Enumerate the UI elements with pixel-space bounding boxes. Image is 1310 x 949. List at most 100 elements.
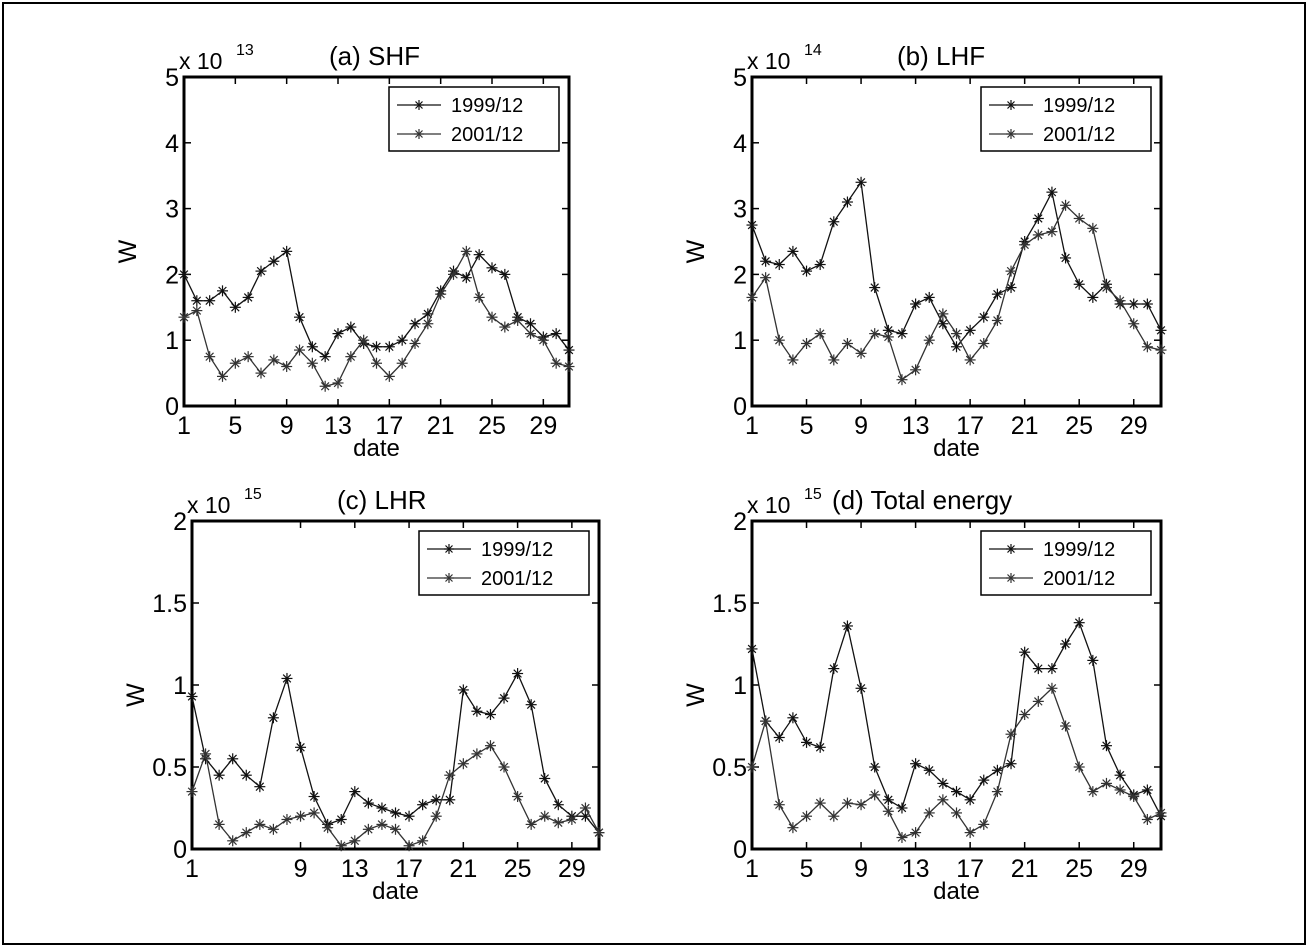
data-point bbox=[923, 764, 935, 776]
exponent-power: 13 bbox=[236, 42, 254, 59]
data-point bbox=[1005, 265, 1017, 277]
data-point bbox=[841, 620, 853, 632]
data-point bbox=[951, 807, 962, 819]
exponent-multiplier: x 10 bbox=[179, 48, 222, 74]
x-tick-label: 29 bbox=[1120, 412, 1148, 440]
x-tick-label: 25 bbox=[1065, 412, 1093, 440]
data-point bbox=[227, 835, 239, 847]
x-tick-label: 17 bbox=[956, 855, 984, 883]
x-tick-label: 21 bbox=[1011, 412, 1039, 440]
legend-box bbox=[980, 86, 1152, 152]
x-tick-label: 13 bbox=[324, 412, 352, 440]
data-point bbox=[308, 791, 320, 803]
data-point bbox=[390, 807, 401, 819]
data-point bbox=[896, 328, 908, 340]
data-point bbox=[435, 288, 447, 300]
y-tick-label: 0 bbox=[733, 393, 747, 421]
data-point bbox=[390, 823, 401, 835]
data-point bbox=[499, 268, 511, 280]
data-point bbox=[773, 731, 785, 743]
data-point bbox=[430, 794, 442, 806]
data-point bbox=[448, 268, 459, 280]
y-tick-label: 2 bbox=[173, 508, 187, 536]
data-point bbox=[512, 314, 524, 326]
data-point bbox=[512, 668, 524, 680]
data-point bbox=[951, 328, 962, 340]
data-point bbox=[471, 748, 483, 760]
y-axis-label: W bbox=[682, 239, 710, 263]
data-point bbox=[1073, 617, 1085, 629]
data-point bbox=[937, 318, 949, 330]
legend-marker bbox=[414, 129, 424, 139]
data-point bbox=[484, 740, 496, 752]
data-point bbox=[376, 818, 388, 830]
data-point bbox=[814, 741, 826, 753]
data-point bbox=[760, 255, 772, 267]
data-point bbox=[1060, 720, 1072, 732]
data-point bbox=[828, 216, 840, 228]
data-point bbox=[178, 311, 190, 323]
legend-item: 1999/12 bbox=[989, 95, 1115, 117]
data-point bbox=[473, 291, 485, 303]
data-point bbox=[349, 835, 361, 847]
data-point bbox=[773, 334, 785, 346]
data-point bbox=[1114, 769, 1126, 781]
x-tick-label: 29 bbox=[1120, 855, 1148, 883]
data-point bbox=[566, 813, 578, 825]
data-point bbox=[552, 817, 564, 829]
data-point bbox=[1155, 344, 1167, 356]
data-point bbox=[773, 259, 785, 271]
y-axis-label: W bbox=[682, 683, 710, 707]
data-point bbox=[841, 337, 853, 349]
data-point bbox=[254, 818, 266, 830]
legend-item: 1999/12 bbox=[397, 95, 523, 117]
data-point bbox=[787, 712, 799, 724]
chart-title: (b) LHF bbox=[897, 41, 985, 71]
data-point bbox=[255, 265, 267, 277]
data-point bbox=[841, 196, 853, 208]
x-tick-label: 25 bbox=[478, 412, 506, 440]
data-point bbox=[254, 781, 266, 793]
data-point bbox=[295, 810, 307, 822]
y-tick-label: 0 bbox=[733, 836, 747, 864]
data-point bbox=[1114, 295, 1126, 307]
data-point bbox=[345, 351, 357, 363]
data-point bbox=[498, 692, 510, 704]
data-point bbox=[460, 245, 472, 257]
data-point bbox=[229, 301, 241, 313]
data-point bbox=[869, 328, 881, 340]
data-point bbox=[1141, 341, 1153, 353]
x-tick-label: 21 bbox=[1011, 855, 1039, 883]
data-point bbox=[444, 769, 456, 781]
data-point bbox=[937, 308, 949, 320]
data-point bbox=[539, 810, 551, 822]
data-point bbox=[498, 761, 510, 773]
data-point bbox=[563, 361, 575, 373]
data-point bbox=[951, 786, 962, 798]
data-point bbox=[332, 377, 344, 389]
legend-marker bbox=[1006, 573, 1016, 583]
data-point bbox=[579, 802, 591, 814]
data-point bbox=[539, 772, 551, 784]
data-point bbox=[525, 818, 537, 830]
data-point bbox=[923, 807, 935, 819]
data-point bbox=[855, 682, 867, 694]
data-point bbox=[525, 318, 536, 330]
data-point bbox=[896, 802, 908, 814]
data-point bbox=[322, 822, 334, 834]
chart-title: (a) SHF bbox=[329, 41, 420, 71]
data-point bbox=[1032, 229, 1044, 241]
exponent-power: 14 bbox=[804, 42, 822, 59]
data-point bbox=[204, 351, 216, 363]
data-point bbox=[422, 318, 434, 330]
x-axis-label: date bbox=[372, 878, 419, 905]
data-point bbox=[417, 835, 429, 847]
data-point bbox=[319, 380, 331, 392]
data-point bbox=[255, 367, 267, 379]
data-point bbox=[910, 298, 922, 310]
exponent-power: 15 bbox=[244, 486, 262, 503]
data-point bbox=[227, 753, 239, 765]
